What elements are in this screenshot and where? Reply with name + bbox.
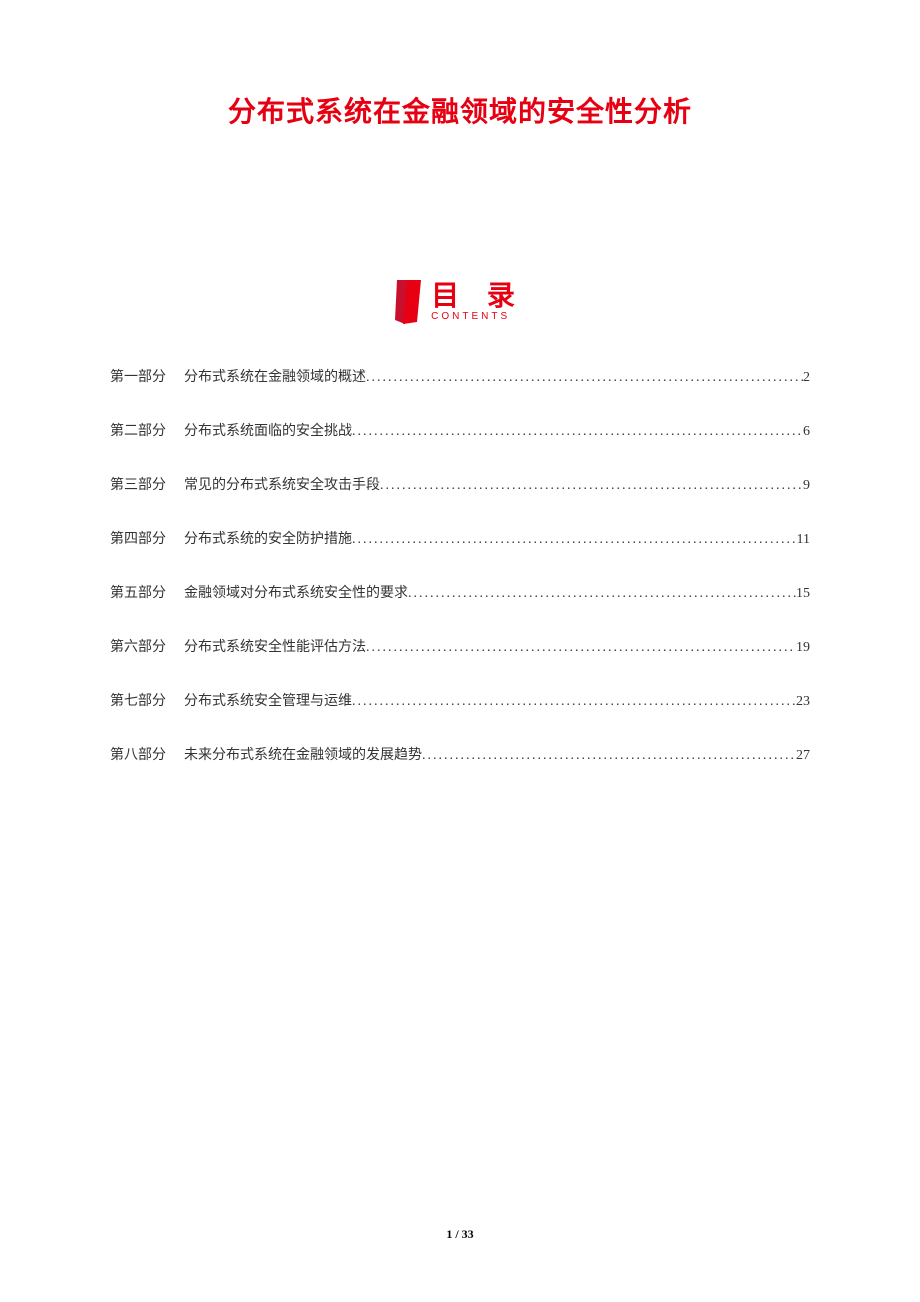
toc-page-number: 23 (796, 694, 810, 710)
toc-item-text: 分布式系统在金融领域的概述 (184, 366, 366, 386)
toc-leader (422, 748, 796, 764)
toc-page-number: 15 (796, 586, 810, 602)
toc-page-number: 6 (803, 424, 810, 440)
toc-item-text: 常见的分布式系统安全攻击手段 (184, 474, 380, 494)
toc-item-text: 分布式系统面临的安全挑战 (184, 420, 352, 440)
toc-item[interactable]: 第七部分 分布式系统安全管理与运维 23 (110, 690, 810, 710)
page-total: 33 (462, 1227, 474, 1241)
page-sep: / (452, 1227, 461, 1241)
toc-item-text: 未来分布式系统在金融领域的发展趋势 (184, 744, 422, 764)
toc-leader (366, 370, 803, 386)
toc-part-label: 第八部分 (110, 744, 166, 764)
toc-title: 目 录 (431, 282, 525, 310)
toc-part-label: 第二部分 (110, 420, 166, 440)
toc-item-text: 分布式系统的安全防护措施 (184, 528, 352, 548)
toc-item[interactable]: 第三部分 常见的分布式系统安全攻击手段 9 (110, 474, 810, 494)
toc-item-text: 金融领域对分布式系统安全性的要求 (184, 582, 408, 602)
toc-item[interactable]: 第六部分 分布式系统安全性能评估方法 19 (110, 636, 810, 656)
toc-item[interactable]: 第五部分 金融领域对分布式系统安全性的要求 15 (110, 582, 810, 602)
toc-leader (352, 694, 796, 710)
toc-header: 目 录 CONTENTS (110, 280, 810, 324)
toc-leader (408, 586, 796, 602)
toc-part-label: 第三部分 (110, 474, 166, 494)
toc-title-group: 目 录 CONTENTS (431, 282, 525, 322)
toc-leader (380, 478, 803, 494)
toc-item-text: 分布式系统安全管理与运维 (184, 690, 352, 710)
toc-part-label: 第七部分 (110, 690, 166, 710)
toc-part-label: 第五部分 (110, 582, 166, 602)
toc-page-number: 27 (796, 748, 810, 764)
page-footer: 1 / 33 (0, 1227, 920, 1242)
toc-page-number: 19 (796, 640, 810, 656)
toc-part-label: 第四部分 (110, 528, 166, 548)
toc-part-label: 第六部分 (110, 636, 166, 656)
page-title: 分布式系统在金融领域的安全性分析 (110, 90, 810, 130)
toc-item-text: 分布式系统安全性能评估方法 (184, 636, 366, 656)
toc-page-number: 2 (803, 370, 810, 386)
toc-item[interactable]: 第一部分 分布式系统在金融领域的概述 2 (110, 366, 810, 386)
toc-list: 第一部分 分布式系统在金融领域的概述 2 第二部分 分布式系统面临的安全挑战 6… (110, 366, 810, 764)
toc-subtitle: CONTENTS (431, 312, 510, 322)
toc-page-number: 9 (803, 478, 810, 494)
toc-item[interactable]: 第二部分 分布式系统面临的安全挑战 6 (110, 420, 810, 440)
toc-page-number: 11 (797, 532, 810, 548)
toc-leader (366, 640, 796, 656)
toc-item[interactable]: 第八部分 未来分布式系统在金融领域的发展趋势 27 (110, 744, 810, 764)
toc-part-label: 第一部分 (110, 366, 166, 386)
toc-leader (352, 424, 803, 440)
toc-item[interactable]: 第四部分 分布式系统的安全防护措施 11 (110, 528, 810, 548)
toc-leader (352, 532, 797, 548)
bookmark-icon (395, 280, 421, 324)
